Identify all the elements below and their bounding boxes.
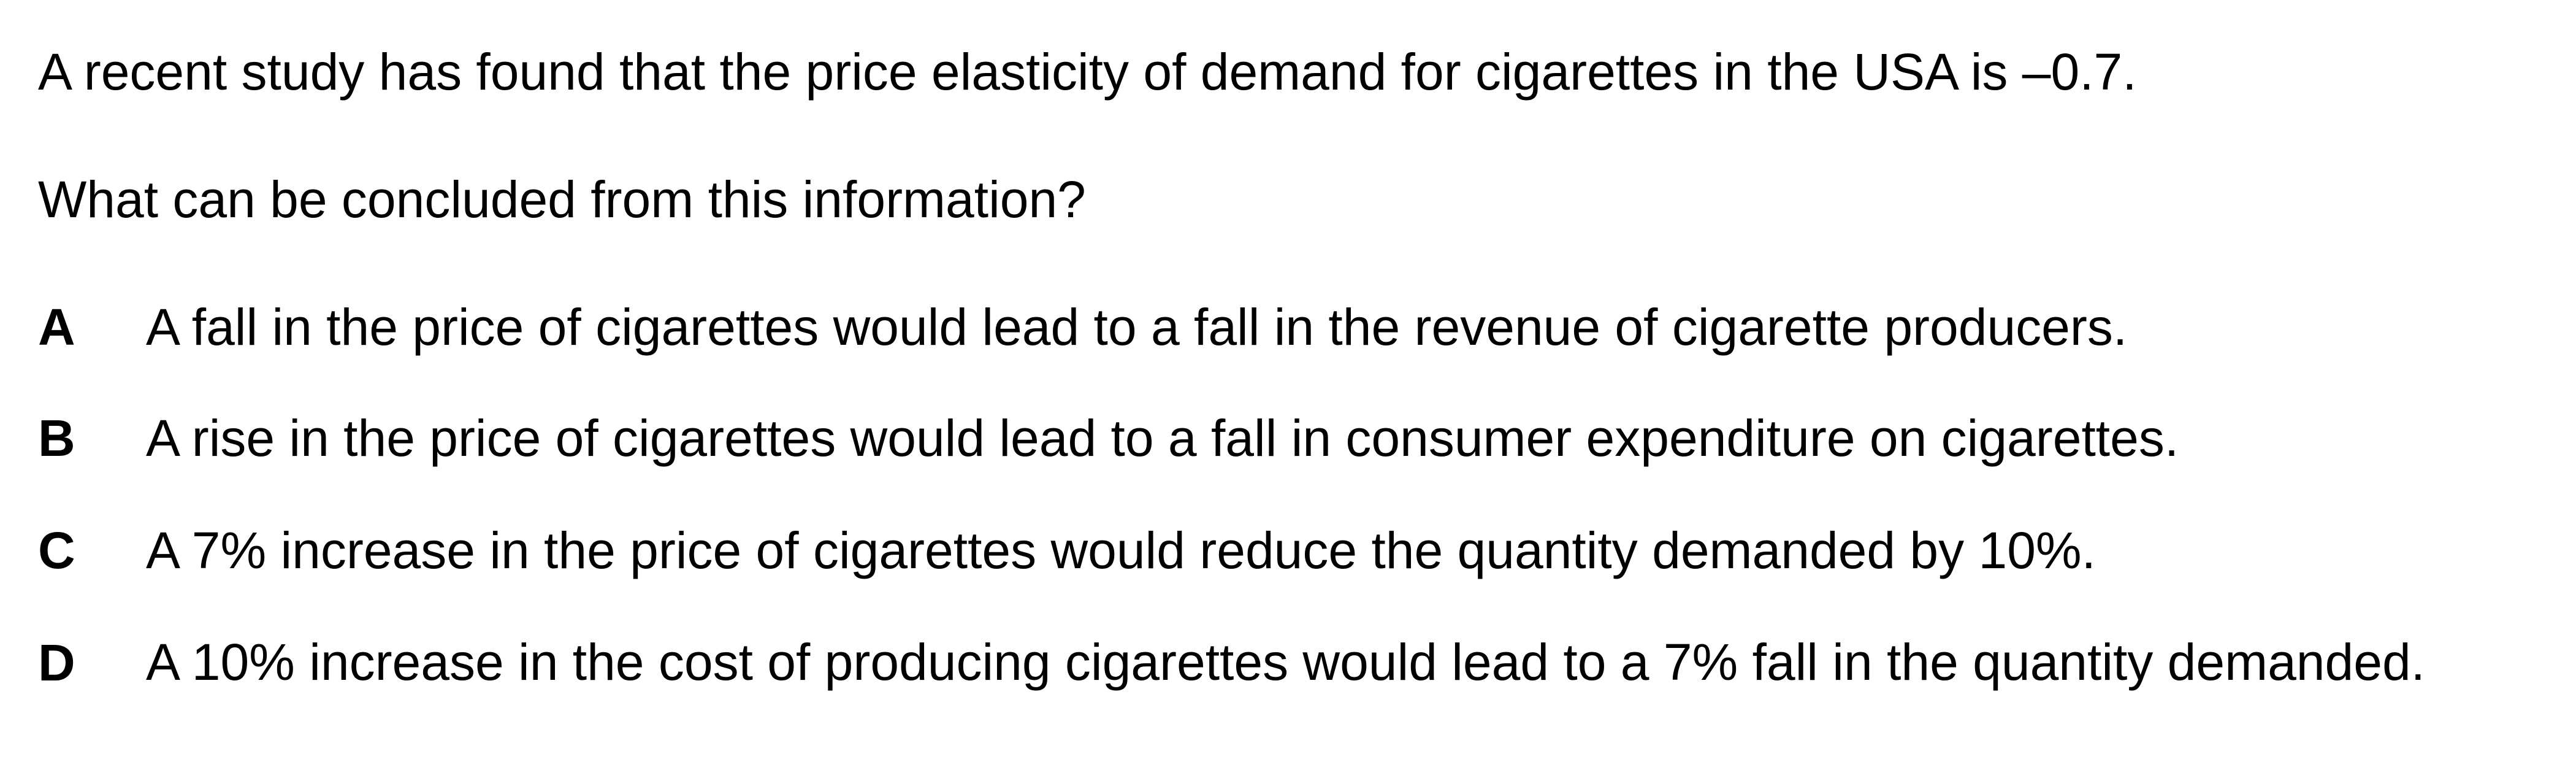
option-b-text: A rise in the price of cigarettes would … xyxy=(146,409,2179,467)
option-d-text: A 10% increase in the cost of producing … xyxy=(146,633,2425,691)
option-a-letter: A xyxy=(38,298,75,356)
option-d-letter: D xyxy=(38,634,75,692)
option-c: C A 7% increase in the price of cigarett… xyxy=(38,518,2503,582)
option-a-text: A fall in the price of cigarettes would … xyxy=(146,298,2128,356)
option-d: D A 10% increase in the cost of producin… xyxy=(38,631,2503,695)
option-c-letter: C xyxy=(38,522,75,579)
question-prompt: What can be concluded from this informat… xyxy=(38,171,1086,228)
question-stem: A recent study has found that the price … xyxy=(38,43,2137,101)
option-a: A A fall in the price of cigarettes woul… xyxy=(38,295,2503,359)
option-c-text: A 7% increase in the price of cigarettes… xyxy=(146,522,2096,579)
option-b-letter: B xyxy=(38,409,75,467)
option-b: B A rise in the price of cigarettes woul… xyxy=(38,406,2503,470)
